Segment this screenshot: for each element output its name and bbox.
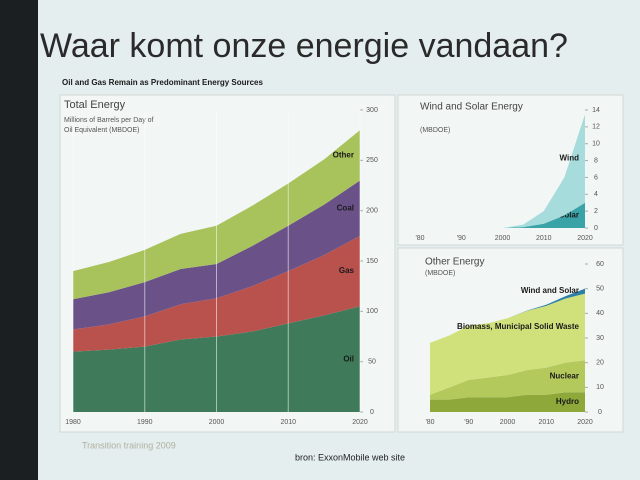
y-tick-label: 150 — [366, 258, 378, 265]
y-tick-label: 250 — [366, 157, 378, 164]
x-tick-label: 2000 — [495, 235, 511, 242]
x-tick-label: 2010 — [536, 235, 552, 242]
y-tick-label: 60 — [596, 261, 604, 268]
chart-title: Wind and Solar Energy — [420, 102, 523, 113]
y-tick-label: 12 — [592, 124, 600, 131]
y-tick-label: 2 — [594, 208, 598, 215]
area — [430, 293, 585, 395]
y-tick-label: 10 — [592, 141, 600, 148]
panel — [397, 94, 624, 246]
series-label: Hydro — [556, 397, 579, 406]
y-axis-label: Millions of Barrels per Day of Oil Equiva… — [64, 117, 154, 134]
y-tick-label: 20 — [596, 360, 604, 367]
y-tick-label: 300 — [366, 107, 378, 114]
y-axis-label: (MBDOE) — [420, 127, 450, 134]
y-tick-label: 30 — [596, 335, 604, 342]
series-label: Biomass, Municipal Solid Waste — [457, 322, 580, 331]
y-tick-label: 0 — [594, 225, 598, 232]
y-tick-label: 200 — [366, 208, 378, 215]
x-tick-label: 2010 — [538, 419, 554, 426]
y-tick-label: 10 — [596, 384, 604, 391]
x-tick-label: '90 — [457, 235, 466, 242]
subtitle: Oil and Gas Remain as Predominant Energy… — [62, 78, 264, 87]
x-tick-label: 1990 — [137, 419, 153, 426]
area — [420, 202, 585, 228]
y-tick-label: 0 — [370, 409, 374, 416]
y-tick-label: 40 — [596, 310, 604, 317]
series-label: Wind and Solar — [521, 286, 579, 295]
series-label: Coal — [337, 203, 354, 212]
x-tick-label: 2020 — [577, 419, 593, 426]
series-label: Gas — [339, 266, 355, 275]
x-tick-label: 2010 — [280, 419, 296, 426]
chart-title: Other Energy — [425, 257, 484, 268]
y-tick-label: 4 — [594, 191, 598, 198]
x-tick-label: '80 — [425, 419, 434, 426]
x-tick-label: 2020 — [352, 419, 368, 426]
y-tick-label: 6 — [594, 174, 598, 181]
chart-title: Total Energy — [64, 99, 126, 111]
heading: Waar komt onze energie vandaan? — [40, 27, 568, 65]
area — [430, 360, 585, 400]
x-tick-label: '80 — [415, 235, 424, 242]
series-label: Other — [333, 150, 354, 159]
y-tick-label: 0 — [598, 409, 602, 416]
y-tick-label: 100 — [366, 308, 378, 315]
series-label: Solar — [559, 210, 579, 219]
x-tick-label: 2000 — [209, 419, 225, 426]
series-label: Nuclear — [550, 371, 579, 380]
x-tick-label: 2000 — [500, 419, 516, 426]
y-axis-label: (MBDOE) — [425, 270, 455, 277]
x-tick-label: 1980 — [65, 419, 81, 426]
footer: Transition training 2009 — [82, 440, 176, 450]
source: bron: ExxonMobile web site — [295, 452, 405, 462]
series-label: Wind — [560, 154, 580, 163]
series-label: Oil — [343, 354, 354, 363]
y-tick-label: 8 — [594, 157, 598, 164]
x-tick-label: '90 — [464, 419, 473, 426]
y-tick-label: 14 — [592, 107, 600, 114]
y-tick-label: 50 — [596, 286, 604, 293]
y-tick-label: 50 — [368, 359, 376, 366]
x-tick-label: 2020 — [577, 235, 593, 242]
